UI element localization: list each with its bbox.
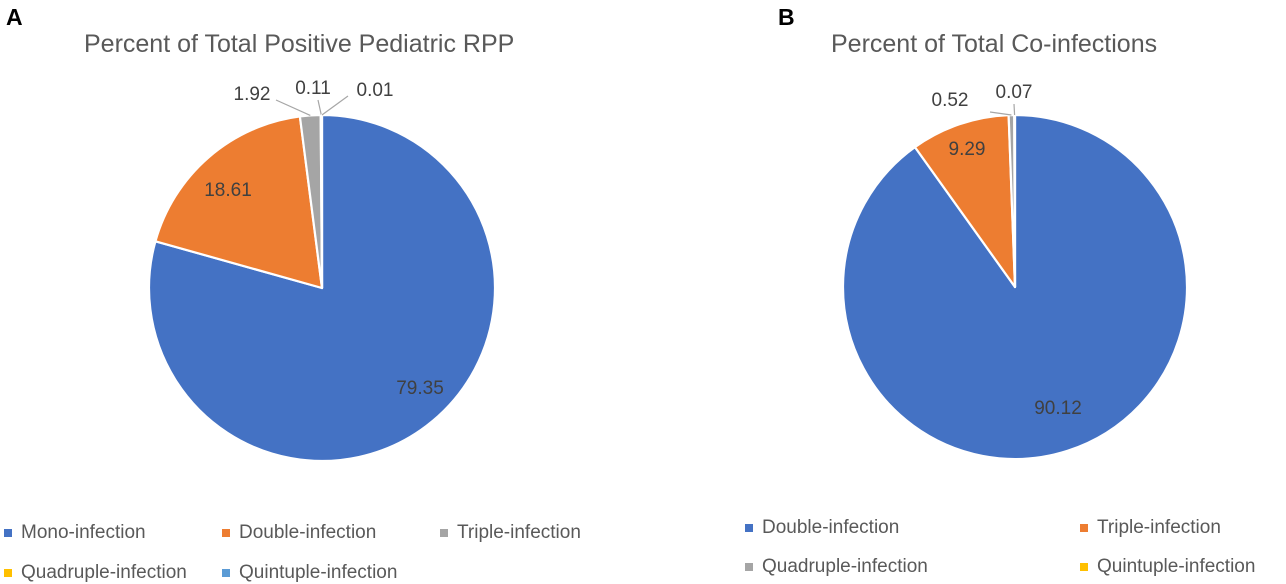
legend-b-label-3: Quintuple-infection xyxy=(1097,556,1256,577)
legend-a-item-3: Quadruple-infection xyxy=(4,562,187,584)
pie-a-label-3: 0.11 xyxy=(295,78,331,99)
legend-b-item-0: Double-infection xyxy=(745,517,899,539)
panel-a-label: A xyxy=(6,4,23,30)
panel-b-label: B xyxy=(778,4,795,30)
legend-b-label-0: Double-infection xyxy=(762,517,900,538)
pie-b-slice-3 xyxy=(1013,113,1017,289)
pie-b-leader-3 xyxy=(1013,103,1016,116)
legend-a-item-0: Mono-infection xyxy=(4,522,146,544)
legend-b-item-2: Quadruple-infection xyxy=(745,556,928,578)
pie-a-label-2: 1.92 xyxy=(234,84,271,105)
pie-a-label-4: 0.01 xyxy=(357,80,394,101)
pie-b-label-1: 9.29 xyxy=(949,139,986,160)
legend-a-item-1: Double-infection xyxy=(222,522,376,544)
legend-b-item-1: Triple-infection xyxy=(1080,517,1221,539)
legend-a-swatch-0 xyxy=(4,529,12,537)
legend-b-swatch-0 xyxy=(745,524,753,532)
pie-a-label-0: 79.35 xyxy=(396,378,444,399)
pie-a-slice-1 xyxy=(154,115,324,290)
legend-b-label-1: Triple-infection xyxy=(1097,517,1221,538)
legend-a-label-4: Quintuple-infection xyxy=(239,562,398,583)
chart-b-title: Percent of Total Co-infections xyxy=(831,30,1158,58)
legend-a-label-2: Triple-infection xyxy=(457,522,581,543)
pie-a-label-1: 18.61 xyxy=(204,180,252,201)
pie-b-label-0: 90.12 xyxy=(1034,398,1082,419)
legend-a-swatch-4 xyxy=(222,569,230,577)
legend-b-swatch-2 xyxy=(745,563,753,571)
chart-a-title: Percent of Total Positive Pediatric RPP xyxy=(84,30,515,58)
legend-b-swatch-1 xyxy=(1080,524,1088,532)
pie-b-slice-1 xyxy=(913,114,1017,289)
legend-a-item-4: Quintuple-infection xyxy=(222,562,397,584)
legend-b-item-3: Quintuple-infection xyxy=(1080,556,1255,578)
pie-b-label-2: 0.52 xyxy=(932,90,969,111)
legend-a-swatch-3 xyxy=(4,569,12,577)
pie-b-label-3: 0.07 xyxy=(996,82,1033,103)
legend-a-swatch-2 xyxy=(440,529,448,537)
legend-a-item-2: Triple-infection xyxy=(440,522,581,544)
legend-b-label-2: Quadruple-infection xyxy=(762,556,928,577)
legend-a-swatch-1 xyxy=(222,529,230,537)
pie-a-leader-4 xyxy=(321,95,349,116)
legend-a-label-3: Quadruple-infection xyxy=(21,562,187,583)
legend-b-swatch-3 xyxy=(1080,563,1088,571)
pie-b-leader-2 xyxy=(989,111,1012,116)
pie-a-leader-2 xyxy=(275,99,311,116)
legend-a-label-1: Double-infection xyxy=(239,522,377,543)
pie-a-leader-3 xyxy=(317,99,322,116)
legend-a-label-0: Mono-infection xyxy=(21,522,146,543)
